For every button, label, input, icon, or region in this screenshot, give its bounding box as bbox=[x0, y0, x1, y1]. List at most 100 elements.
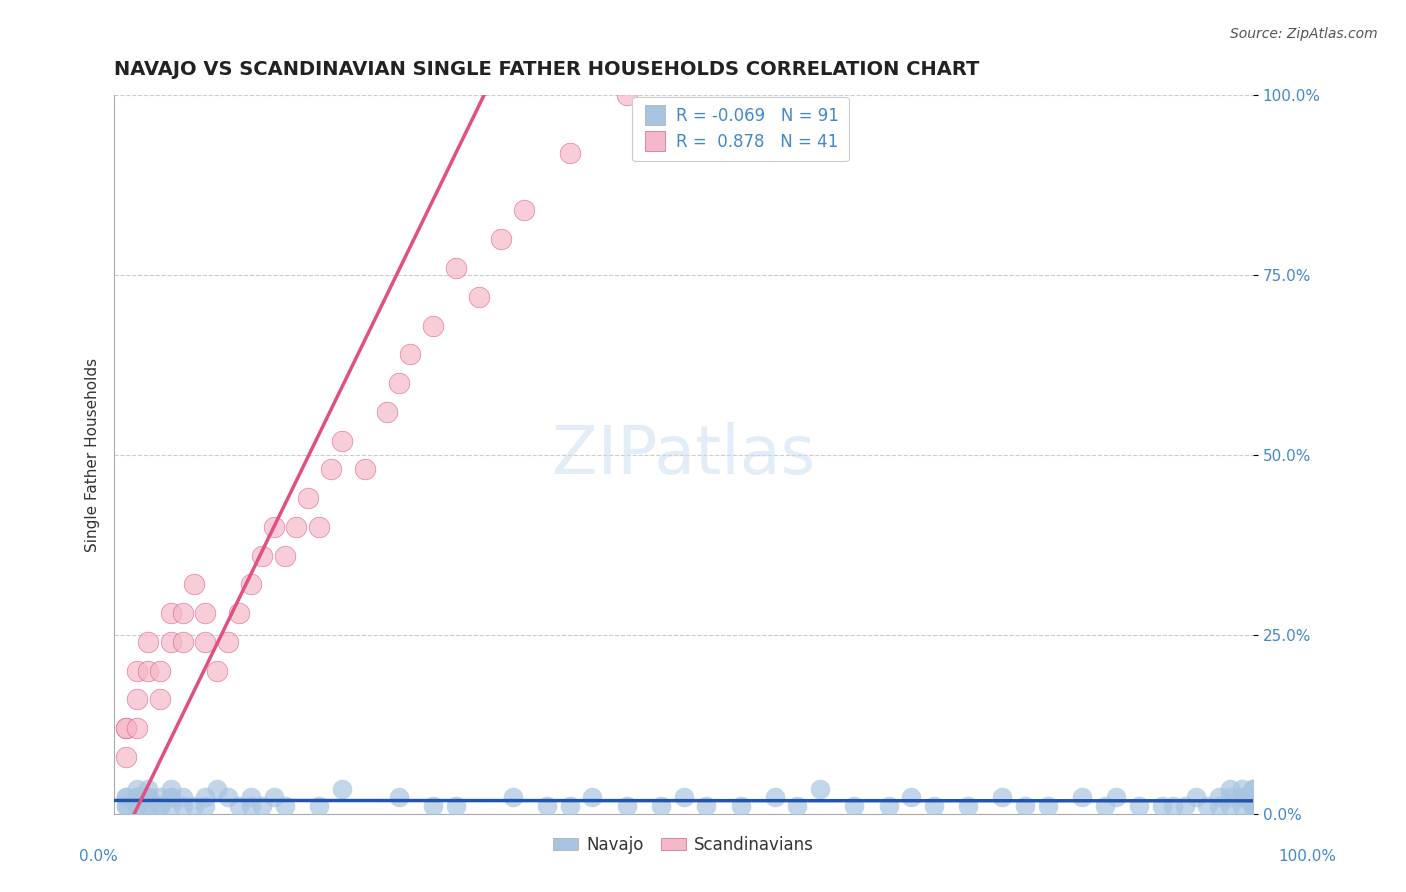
Text: Source: ZipAtlas.com: Source: ZipAtlas.com bbox=[1230, 27, 1378, 41]
Point bbox=[228, 798, 250, 813]
Point bbox=[1185, 790, 1208, 805]
Point bbox=[285, 520, 308, 534]
Point bbox=[444, 798, 467, 813]
Point bbox=[388, 376, 411, 390]
Point bbox=[1230, 790, 1253, 805]
Point bbox=[217, 790, 239, 805]
Point bbox=[172, 606, 194, 620]
Point bbox=[353, 462, 375, 476]
Point bbox=[1241, 781, 1264, 796]
Point bbox=[695, 798, 717, 813]
Point bbox=[125, 798, 148, 813]
Point bbox=[263, 790, 285, 805]
Point bbox=[183, 798, 205, 813]
Point bbox=[160, 781, 183, 796]
Point bbox=[194, 635, 217, 649]
Point bbox=[263, 520, 285, 534]
Point bbox=[513, 203, 536, 218]
Point bbox=[467, 290, 489, 304]
Point bbox=[194, 790, 217, 805]
Point bbox=[319, 462, 342, 476]
Point bbox=[1241, 798, 1264, 813]
Point bbox=[1174, 798, 1197, 813]
Point bbox=[763, 790, 786, 805]
Point bbox=[672, 790, 695, 805]
Point bbox=[877, 798, 900, 813]
Point bbox=[957, 798, 980, 813]
Point bbox=[1241, 790, 1264, 805]
Point bbox=[172, 790, 194, 805]
Text: NAVAJO VS SCANDINAVIAN SINGLE FATHER HOUSEHOLDS CORRELATION CHART: NAVAJO VS SCANDINAVIAN SINGLE FATHER HOU… bbox=[114, 60, 980, 78]
Point bbox=[1241, 790, 1264, 805]
Point bbox=[149, 692, 172, 706]
Point bbox=[1150, 798, 1173, 813]
Point bbox=[125, 721, 148, 735]
Point bbox=[114, 750, 136, 764]
Point bbox=[730, 798, 752, 813]
Point bbox=[183, 577, 205, 591]
Point bbox=[138, 790, 160, 805]
Point bbox=[194, 606, 217, 620]
Point bbox=[991, 790, 1014, 805]
Point bbox=[114, 790, 136, 805]
Point bbox=[330, 781, 353, 796]
Legend: R = -0.069   N = 91, R =  0.878   N = 41: R = -0.069 N = 91, R = 0.878 N = 41 bbox=[633, 96, 849, 161]
Point bbox=[160, 790, 183, 805]
Point bbox=[114, 790, 136, 805]
Point bbox=[114, 798, 136, 813]
Point bbox=[138, 635, 160, 649]
Point bbox=[228, 606, 250, 620]
Point bbox=[1241, 790, 1264, 805]
Point bbox=[239, 790, 262, 805]
Point bbox=[160, 790, 183, 805]
Point bbox=[205, 664, 228, 678]
Point bbox=[308, 520, 330, 534]
Point bbox=[330, 434, 353, 448]
Point bbox=[1241, 790, 1264, 805]
Point bbox=[160, 798, 183, 813]
Text: 100.0%: 100.0% bbox=[1278, 849, 1337, 863]
Point bbox=[1071, 790, 1094, 805]
Point bbox=[138, 790, 160, 805]
Point bbox=[205, 781, 228, 796]
Point bbox=[808, 781, 831, 796]
Point bbox=[616, 798, 638, 813]
Point bbox=[844, 798, 866, 813]
Point bbox=[1230, 790, 1253, 805]
Point bbox=[388, 790, 411, 805]
Point bbox=[172, 798, 194, 813]
Point bbox=[138, 790, 160, 805]
Point bbox=[422, 318, 444, 333]
Point bbox=[1230, 798, 1253, 813]
Point bbox=[114, 798, 136, 813]
Point bbox=[138, 664, 160, 678]
Point bbox=[252, 549, 274, 563]
Point bbox=[114, 721, 136, 735]
Point bbox=[239, 577, 262, 591]
Point bbox=[217, 635, 239, 649]
Point bbox=[922, 798, 945, 813]
Point bbox=[274, 798, 297, 813]
Point bbox=[114, 721, 136, 735]
Point bbox=[149, 790, 172, 805]
Point bbox=[422, 798, 444, 813]
Point bbox=[138, 781, 160, 796]
Point bbox=[297, 491, 319, 505]
Point bbox=[1208, 790, 1230, 805]
Point bbox=[125, 798, 148, 813]
Point bbox=[1230, 781, 1253, 796]
Point bbox=[1241, 798, 1264, 813]
Text: ZIPatlas: ZIPatlas bbox=[553, 422, 815, 488]
Point bbox=[1241, 798, 1264, 813]
Point bbox=[502, 790, 524, 805]
Point bbox=[125, 664, 148, 678]
Point bbox=[786, 798, 808, 813]
Point bbox=[1241, 798, 1264, 813]
Point bbox=[160, 635, 183, 649]
Point bbox=[1241, 790, 1264, 805]
Point bbox=[1219, 790, 1241, 805]
Point bbox=[1241, 781, 1264, 796]
Y-axis label: Single Father Households: Single Father Households bbox=[86, 358, 100, 552]
Point bbox=[491, 232, 513, 246]
Point bbox=[1014, 798, 1036, 813]
